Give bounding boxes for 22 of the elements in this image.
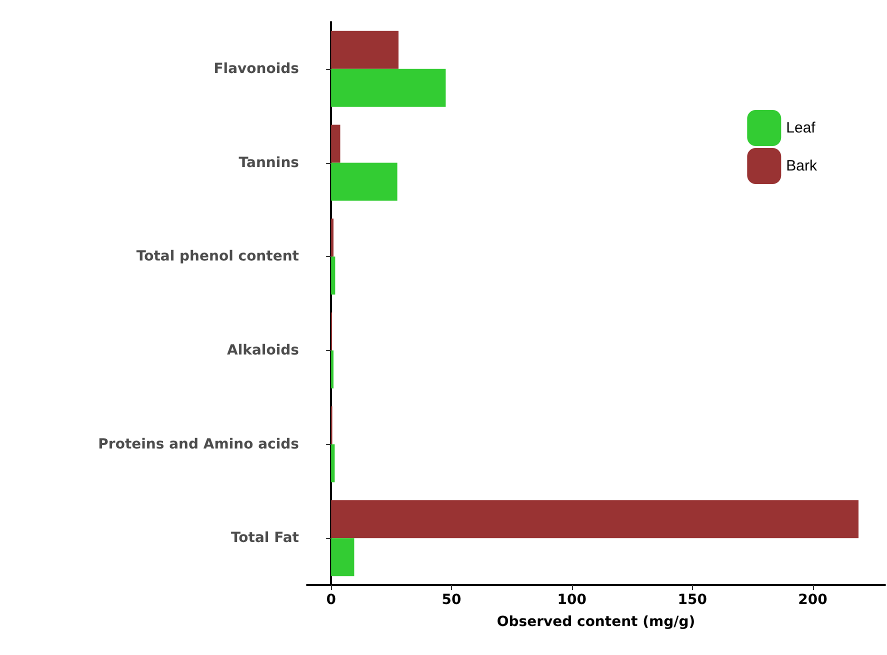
y-tick-label: Proteins and Amino acids xyxy=(98,436,299,452)
y-tick-label: Tannins xyxy=(238,154,299,171)
x-tick-label: 0 xyxy=(326,592,336,608)
bar xyxy=(331,538,354,576)
bar xyxy=(331,68,446,107)
x-tick-label: 200 xyxy=(798,592,828,608)
bar xyxy=(331,124,340,163)
legend-label: Bark xyxy=(786,158,818,174)
x-tick-label: 150 xyxy=(678,592,708,608)
bar xyxy=(331,256,336,295)
bar xyxy=(331,500,859,538)
x-axis-title: Observed content (mg/g) xyxy=(496,614,696,630)
y-tick-label: Total Fat xyxy=(230,530,300,546)
y-tick-label: Flavonoids xyxy=(214,60,299,77)
bar xyxy=(331,444,335,482)
legend-label: Leaf xyxy=(786,120,816,136)
x-tick-label: 50 xyxy=(442,592,462,608)
y-tick-label: Alkaloids xyxy=(227,342,299,358)
y-tick-label: Total phenol content xyxy=(136,248,300,265)
bar xyxy=(331,30,399,69)
bar xyxy=(331,162,398,201)
x-tick-label: 100 xyxy=(557,592,587,608)
